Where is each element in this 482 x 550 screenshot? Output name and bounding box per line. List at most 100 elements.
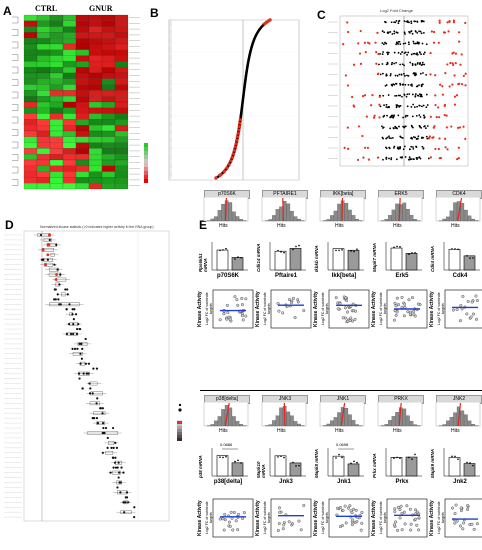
heatmap-cell [36,159,51,166]
bar-dot [335,457,337,459]
activity-svg [444,289,482,329]
fc-point [395,94,398,97]
heatmap-cell [114,148,129,155]
hits-label: Hits [335,428,344,434]
substrate-point [402,510,406,514]
substrate-point [296,298,300,302]
fc-point [416,62,419,65]
substrate-point [402,314,406,318]
fc-point [420,127,423,129]
bar-dot [469,462,471,464]
fc-point-sig [366,146,370,149]
dendrogram-branch [12,41,19,49]
activity-label: Kinase Activity [371,291,377,327]
substrate-point [233,295,237,299]
panel-d-legend [177,403,182,441]
heatmap-cell [49,32,64,39]
fc-point-sig [443,31,447,34]
fc-point [407,41,410,44]
substrate-point [290,301,293,305]
legend-gradient [177,426,182,429]
fc-point-sig [460,53,463,56]
fc-point [404,33,406,35]
kinase-point [88,392,92,395]
fc-point-sig [364,50,367,54]
fc-point [420,83,423,86]
fc-point-sig [434,103,437,107]
bar-dot [283,251,285,254]
substrate-point [394,304,398,308]
activity-label: Kinase Activity [313,500,319,536]
kinase-point [54,288,57,291]
bar-dot [396,456,398,459]
activity-label: Kinase Activity [429,500,435,536]
fc-point [403,72,405,75]
fc-point [381,53,384,56]
histogram-bar [293,216,298,222]
activity-svg [386,289,428,329]
kinase-name: Ikk[beta] [331,273,357,279]
heatmap-cell [62,171,77,178]
fc-point [397,94,400,97]
observed-hits-line [224,197,227,222]
fc-point [384,20,386,23]
fc-point [407,51,410,54]
substrate-point [302,309,306,312]
substrate-point [406,310,410,314]
fc-point [390,137,392,140]
fc-point [387,94,390,96]
heatmap-cell [101,148,116,155]
fc-point [416,53,419,56]
fc-point [395,31,398,34]
fc-point [410,136,413,139]
fc-point-sig [432,126,435,129]
heatmap-cell [88,72,103,79]
substrate-point [244,314,248,318]
substrate-point [350,523,354,527]
substrate-point [349,316,353,320]
heatmap-cell [23,20,38,27]
heatmap-cell [88,142,103,149]
fc-point [392,116,395,119]
heatmap-cell [101,165,116,172]
bar-dot [240,462,242,464]
substrate-point [228,524,232,528]
fc-point [393,62,396,65]
kinase-point [66,293,69,296]
kinase-point [59,273,62,276]
fc-point [382,158,384,161]
histogram-bar [413,219,417,222]
fc-point [388,157,390,160]
heatmap-cell [62,159,77,166]
histogram-bar [416,425,421,427]
heatmap-cell [114,165,129,172]
fc-point [416,105,418,108]
fc-point-sig [454,62,457,65]
dendrogram-branch [12,29,19,36]
heatmap-cell [62,38,77,45]
ctrl-bar [332,248,345,271]
bar-dot [411,252,413,254]
heatmap-cell [62,107,77,114]
fc-point [414,74,416,77]
heatmap-cell [49,165,64,172]
substrate-point [411,296,414,300]
substrate-point [223,518,227,522]
heatmap-cell [49,14,64,21]
heatmap-cell [36,14,51,21]
ctrl-bar [216,249,229,271]
substrate-point [400,511,404,515]
kinase-point [79,327,82,331]
kinase-point [39,233,43,237]
fc-point [415,146,418,149]
kinase-point [71,308,74,311]
heatmap-cell [114,159,129,166]
substrate-point [296,300,300,304]
kinase-point [79,352,82,355]
heatmap-cell [23,49,38,56]
gene-label: p38 mRNA [198,455,203,478]
histogram-bar [279,407,283,427]
heatmap-cell [23,130,38,137]
fc-point [389,74,392,77]
heatmap-cell [62,61,77,68]
